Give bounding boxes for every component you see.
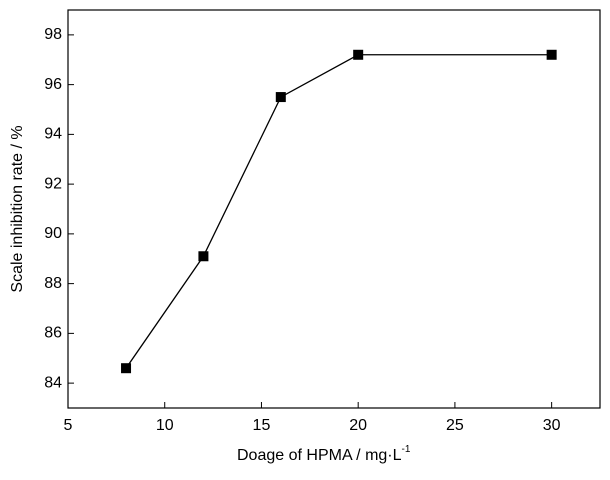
x-axis-label-superscript: -1: [402, 444, 411, 455]
y-tick-label: 86: [44, 325, 62, 342]
data-point: [353, 49, 364, 60]
data-point: [546, 49, 557, 60]
x-tick-label: 10: [156, 417, 174, 434]
data-line: [125, 54, 552, 369]
y-tick-label: 92: [44, 175, 62, 192]
x-tick-label: 5: [64, 417, 73, 434]
y-tick-label: 84: [44, 374, 62, 391]
y-tick-label: 98: [44, 26, 62, 43]
y-tick-label: 94: [44, 126, 62, 143]
x-axis-label: Doage of HPMA / mg·L-1: [237, 444, 411, 464]
x-tick-label: 30: [543, 417, 561, 434]
y-tick-label: 88: [44, 275, 62, 292]
plot-frame: [67, 9, 601, 409]
y-tick-label: 96: [44, 76, 62, 93]
y-tick-label: 90: [44, 225, 62, 242]
y-axis-label: Scale inhibition rate / %: [9, 125, 26, 292]
data-point: [275, 92, 286, 103]
data-point: [198, 251, 209, 262]
x-tick-label: 25: [446, 417, 464, 434]
x-axis-label-main: Doage of HPMA / mg·L: [237, 447, 402, 464]
x-tick-label: 15: [253, 417, 271, 434]
x-tick-label: 20: [349, 417, 367, 434]
data-point: [121, 363, 132, 374]
